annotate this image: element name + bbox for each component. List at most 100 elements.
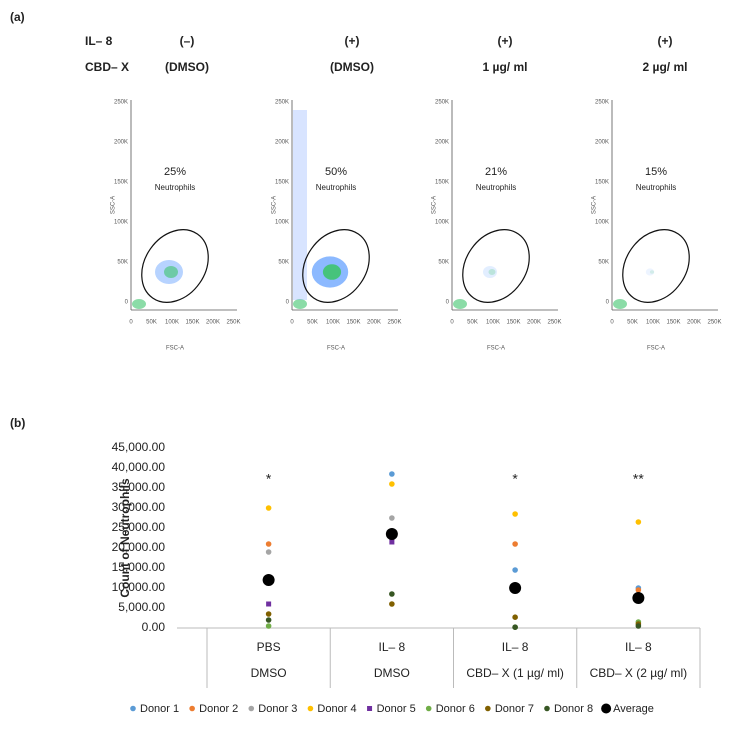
- x-subtick-label: DMSO: [251, 666, 287, 680]
- y-axis-title: SSC-A: [111, 196, 117, 214]
- legend-marker: [367, 706, 373, 711]
- x-tick-label: 50K: [467, 320, 478, 326]
- y-axis-title: SSC-A: [592, 196, 598, 214]
- y-tick-label: 50K: [117, 260, 128, 266]
- legend-label: Donor 5: [377, 703, 416, 715]
- y-tick-label: 100K: [275, 220, 289, 226]
- gate-name: Neutrophils: [636, 183, 676, 192]
- legend-marker: [248, 705, 255, 712]
- y-tick-label: 200K: [595, 140, 609, 146]
- point: [265, 611, 272, 617]
- condition-label: 1 µg/ ml: [483, 60, 528, 74]
- point: [635, 623, 642, 629]
- panel-label: (a): [10, 10, 25, 24]
- condition-label: (+): [498, 34, 513, 48]
- x-tick-label: 200K: [527, 320, 541, 326]
- y-tick-label: 250K: [114, 100, 128, 106]
- gate: [622, 229, 690, 303]
- x-tick-label: IL– 8: [502, 640, 529, 654]
- x-tick-label: 150K: [506, 320, 520, 326]
- density-cloud: [293, 299, 307, 309]
- x-tick-label: 100K: [326, 320, 340, 326]
- gate-percent: 50%: [325, 166, 347, 178]
- legend-label: Donor 2: [199, 703, 238, 715]
- density-cloud: [132, 299, 146, 309]
- x-tick-label: IL– 8: [625, 640, 652, 654]
- x-tick-label: 200K: [687, 320, 701, 326]
- gate: [141, 229, 209, 303]
- point: [389, 515, 395, 521]
- y-tick-label: 30,000.00: [112, 500, 166, 514]
- point: [389, 481, 395, 487]
- legend-label: Donor 7: [495, 703, 534, 715]
- x-subtick-label: CBD– X (1 µg/ ml): [466, 666, 564, 680]
- legend-marker: [307, 705, 314, 712]
- point: [385, 528, 398, 540]
- y-tick-label: 0: [606, 300, 610, 306]
- point: [265, 623, 272, 629]
- legend-marker: [189, 705, 195, 712]
- x-subtick-label: DMSO: [374, 666, 410, 680]
- point: [389, 471, 395, 477]
- y-tick-label: 0: [125, 300, 129, 306]
- y-tick-label: 40,000.00: [112, 460, 166, 474]
- point: [389, 591, 395, 597]
- density-cloud: [322, 264, 342, 280]
- x-tick-label: 250K: [547, 320, 561, 326]
- y-tick-label: 25,000.00: [112, 520, 166, 534]
- legend-marker: [601, 703, 612, 714]
- gate-name: Neutrophils: [155, 183, 195, 192]
- y-tick-label: 0.00: [142, 620, 166, 634]
- density-cloud: [488, 269, 496, 275]
- x-tick-label: 250K: [226, 320, 240, 326]
- legend-label: Donor 6: [436, 703, 475, 715]
- y-axis-title: SSC-A: [272, 196, 278, 214]
- y-tick-label: 20,000.00: [112, 540, 166, 554]
- y-tick-label: 150K: [114, 180, 128, 186]
- density-cloud: [293, 110, 307, 300]
- x-tick-label: 250K: [707, 320, 721, 326]
- condition-label: (+): [658, 34, 673, 48]
- x-subtick-label: CBD– X (2 µg/ ml): [590, 666, 688, 680]
- x-tick-label: 0: [290, 320, 294, 326]
- y-tick-label: 100K: [114, 220, 128, 226]
- row-label: CBD– X: [85, 60, 129, 74]
- y-tick-label: 0: [286, 300, 290, 306]
- point: [512, 541, 518, 547]
- condition-label: 2 µg/ ml: [643, 60, 688, 74]
- density-cloud: [613, 299, 627, 309]
- x-tick-label: 50K: [307, 320, 318, 326]
- density-cloud: [645, 268, 655, 276]
- point: [265, 505, 272, 511]
- y-tick-label: 150K: [275, 180, 289, 186]
- point: [509, 582, 522, 594]
- point: [266, 601, 272, 607]
- x-tick-label: 200K: [367, 320, 381, 326]
- legend-marker: [425, 705, 432, 712]
- y-tick-label: 10,000.00: [112, 580, 166, 594]
- x-tick-label: PBS: [257, 640, 281, 654]
- x-tick-label: 100K: [165, 320, 179, 326]
- point: [265, 541, 272, 547]
- gate-name: Neutrophils: [476, 183, 516, 192]
- gate: [462, 229, 530, 303]
- y-tick-label: 200K: [114, 140, 128, 146]
- point: [512, 614, 518, 620]
- annotation: *: [266, 471, 272, 487]
- y-tick-label: 50K: [438, 260, 449, 266]
- gate-percent: 25%: [164, 166, 186, 178]
- y-tick-label: 150K: [435, 180, 449, 186]
- point: [389, 539, 395, 545]
- annotation: **: [633, 471, 644, 487]
- y-tick-label: 150K: [595, 180, 609, 186]
- x-tick-label: 200K: [206, 320, 220, 326]
- y-tick-label: 5,000.00: [118, 600, 165, 614]
- gate: [302, 229, 370, 303]
- condition-label: (DMSO): [165, 60, 209, 74]
- x-tick-label: 0: [610, 320, 614, 326]
- x-tick-label: 150K: [346, 320, 360, 326]
- point: [512, 511, 518, 517]
- legend-label: Donor 1: [140, 703, 179, 715]
- point: [635, 587, 642, 593]
- density-cloud: [483, 266, 497, 278]
